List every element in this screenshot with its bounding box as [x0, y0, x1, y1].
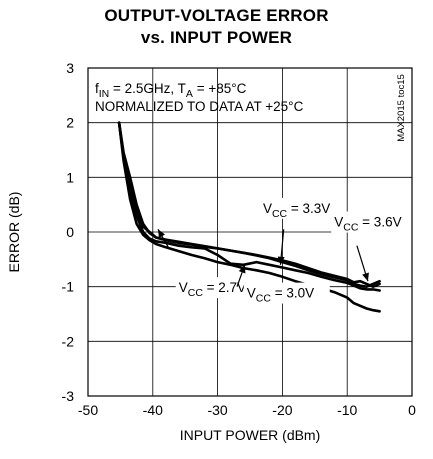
- y-tick-label: -2: [62, 333, 75, 349]
- x-tick-label: -50: [78, 402, 98, 418]
- label-arrowhead-1: [157, 229, 166, 238]
- label-arrowhead-3: [277, 256, 285, 265]
- figure-id-label: MAX2015 toc15: [396, 74, 407, 142]
- x-tick-label: -10: [337, 402, 357, 418]
- conditions-line-1: fIN = 2.5GHz, TA = +85°C: [95, 81, 247, 100]
- y-tick-label: -3: [62, 388, 75, 404]
- y-axis-label: ERROR (dB): [6, 192, 22, 273]
- plot-frame: [87, 67, 413, 397]
- chart-title-line-2: vs. INPUT POWER: [140, 28, 293, 47]
- tick-labels: -50 -40 -30 -20 -10 0 3 2 1 0 -1 -2 -3: [62, 60, 417, 418]
- x-tick-label: -20: [272, 402, 292, 418]
- y-tick-label: 2: [66, 115, 74, 131]
- y-tick-label: 1: [66, 169, 74, 185]
- series-label-3: VCC = 3.3V: [259, 197, 346, 220]
- conditions-line-2: NORMALIZED TO DATA AT +25°C: [95, 99, 304, 114]
- y-tick-label: -1: [62, 279, 75, 295]
- y-tick-label: 0: [66, 224, 74, 240]
- svg-text:VCC = 2.7V: VCC = 2.7V: [179, 280, 246, 299]
- x-axis-label: INPUT POWER (dBm): [180, 427, 321, 443]
- x-tick-label: -30: [207, 402, 227, 418]
- series-line-2: [117, 121, 381, 292]
- x-tick-label: 0: [408, 402, 416, 418]
- x-tick-label: -40: [143, 402, 163, 418]
- series-label-1: VCC = 2.7V: [175, 277, 262, 299]
- svg-text:VCC = 3.3V: VCC = 3.3V: [263, 201, 330, 220]
- label-arrowhead-2: [238, 264, 246, 274]
- label-arrowhead-4: [362, 272, 369, 282]
- series-label-4: VCC = 3.6V: [331, 211, 418, 234]
- y-tick-label: 3: [66, 60, 74, 76]
- svg-text:VCC = 3.0V: VCC = 3.0V: [247, 286, 314, 305]
- series-label-2: VCC = 3.0V: [243, 282, 330, 305]
- series-line-4: [117, 121, 381, 288]
- chart-title-line-1: OUTPUT-VOLTAGE ERROR: [104, 6, 329, 25]
- svg-text:VCC = 3.6V: VCC = 3.6V: [334, 215, 401, 234]
